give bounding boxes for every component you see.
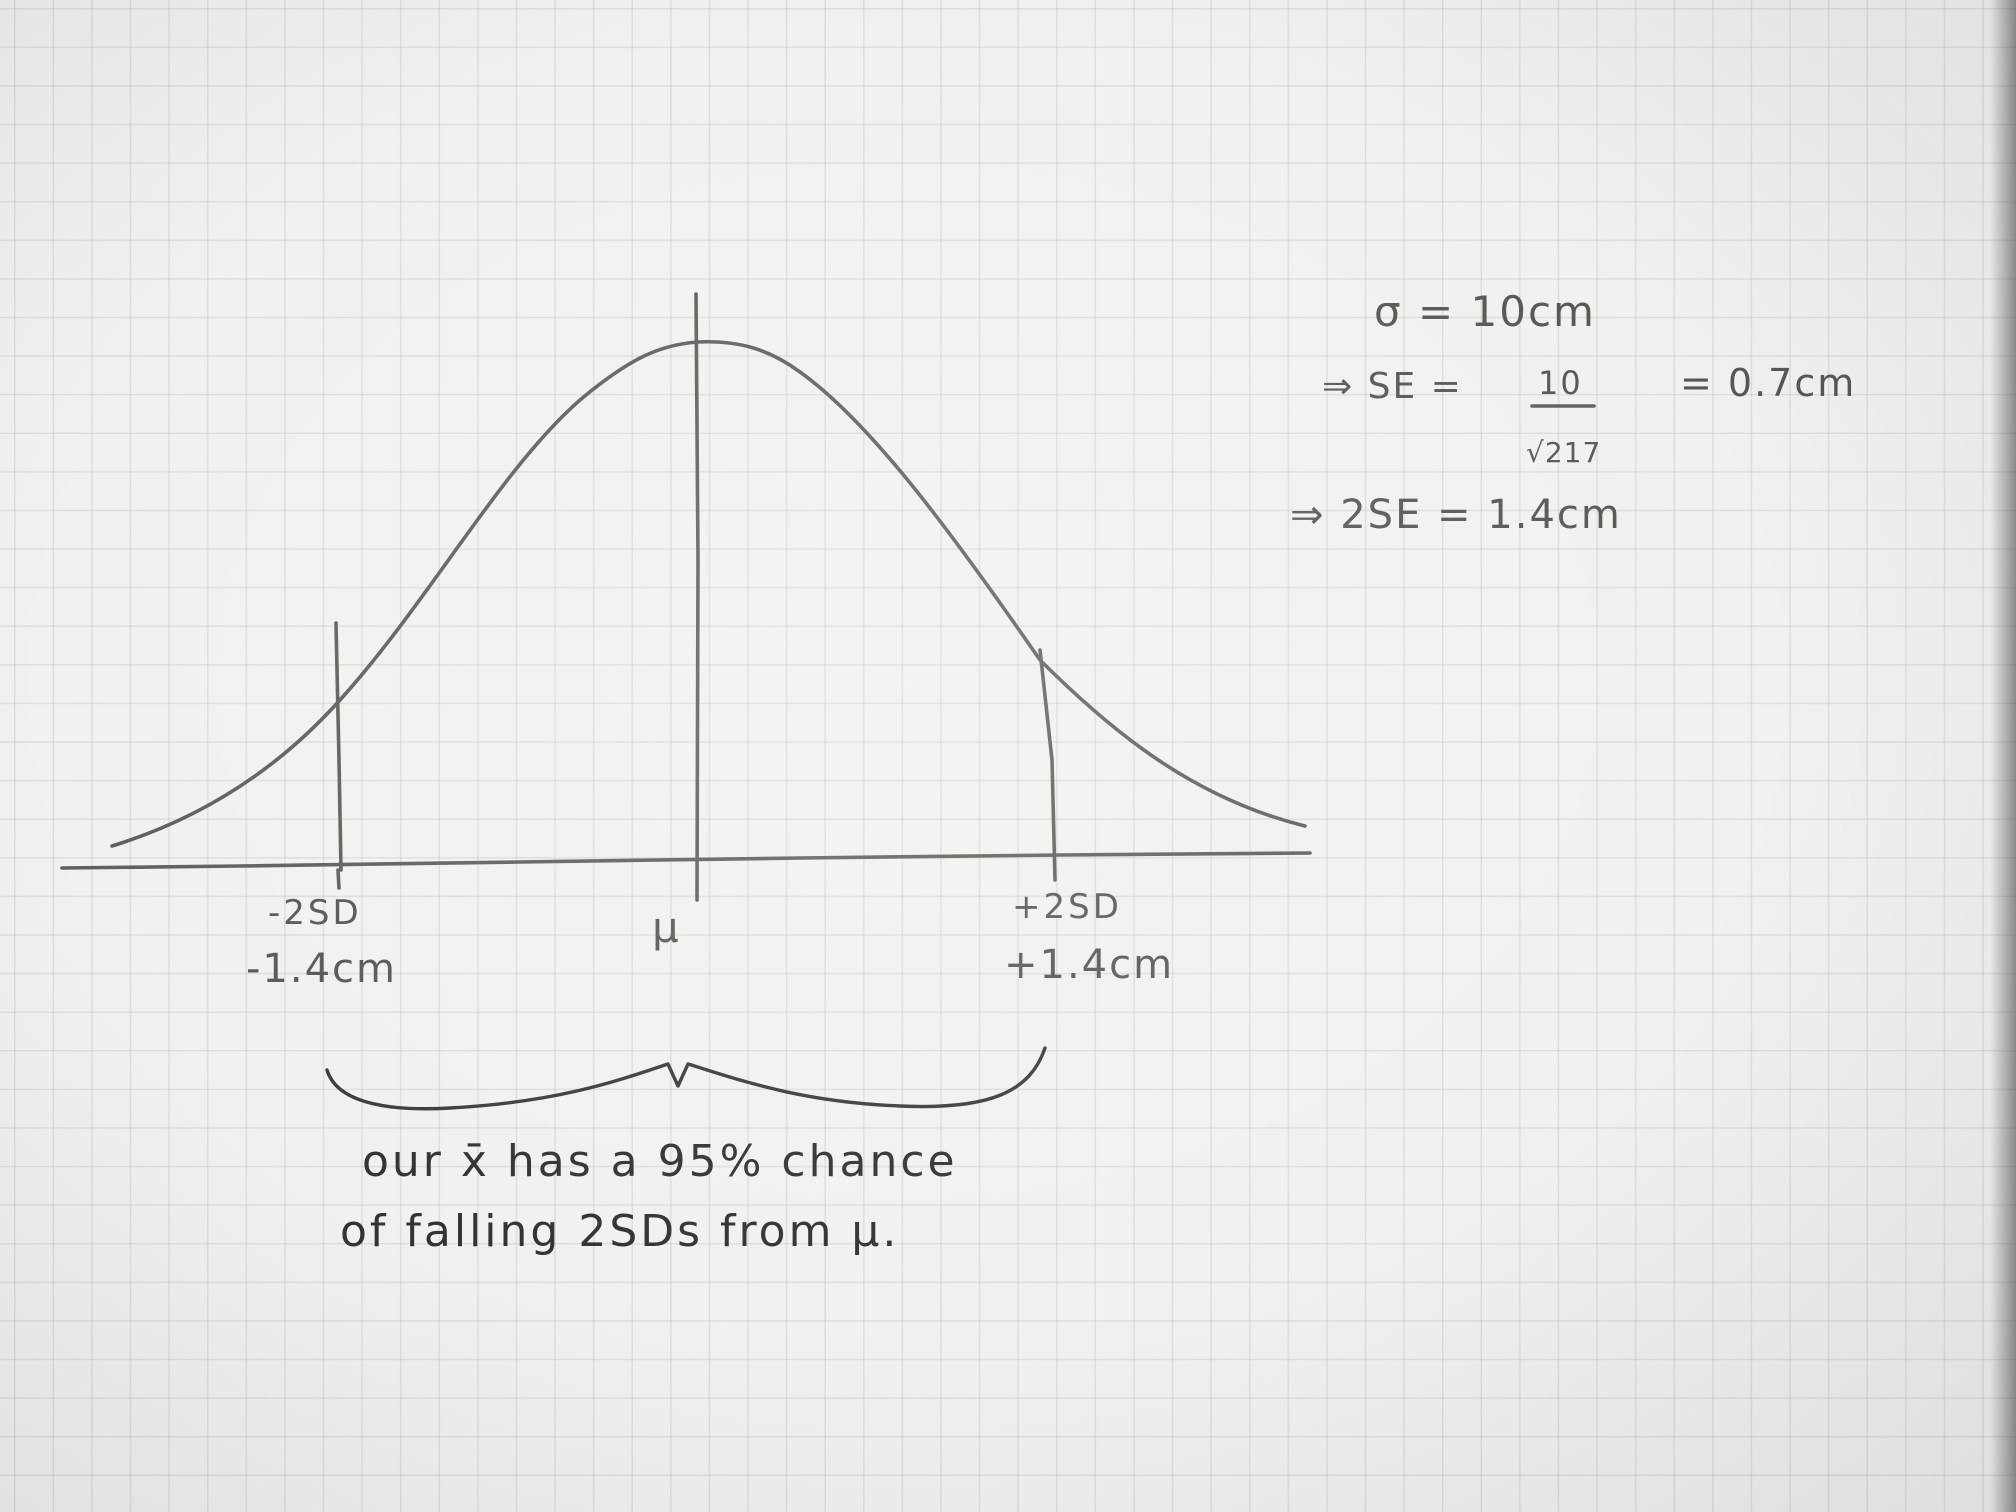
note-sigma: σ = 10cm <box>1374 287 1596 336</box>
note-se-denominator: √217 <box>1526 436 1601 469</box>
label-plus-2sd: +2SD <box>1012 887 1122 927</box>
note-se-numerator: 10 <box>1538 364 1583 402</box>
note-two-se: ⇒ 2SE = 1.4cm <box>1290 492 1622 538</box>
label-mu: μ <box>652 903 679 952</box>
label-plus-value: +1.4cm <box>1004 942 1174 988</box>
curly-brace <box>325 1046 1047 1111</box>
bell-curve <box>110 339 1307 848</box>
caption-line-1: our x̄ has a 95% chance <box>362 1136 958 1187</box>
paper-edge-shadow <box>1990 0 2016 1512</box>
caption-line-2: of falling 2SDs from μ. <box>340 1206 899 1257</box>
label-minus-2sd: -2SD <box>268 893 362 933</box>
minus-2sd-tick <box>336 868 341 890</box>
mean-line <box>694 292 700 902</box>
horizontal-axis <box>60 851 1312 870</box>
plus-2sd-line <box>1038 648 1057 882</box>
label-minus-value: -1.4cm <box>246 946 397 992</box>
note-se-prefix: ⇒ SE = <box>1322 366 1463 407</box>
note-se-result: = 0.7cm <box>1680 361 1856 405</box>
minus-2sd-line <box>334 621 343 872</box>
